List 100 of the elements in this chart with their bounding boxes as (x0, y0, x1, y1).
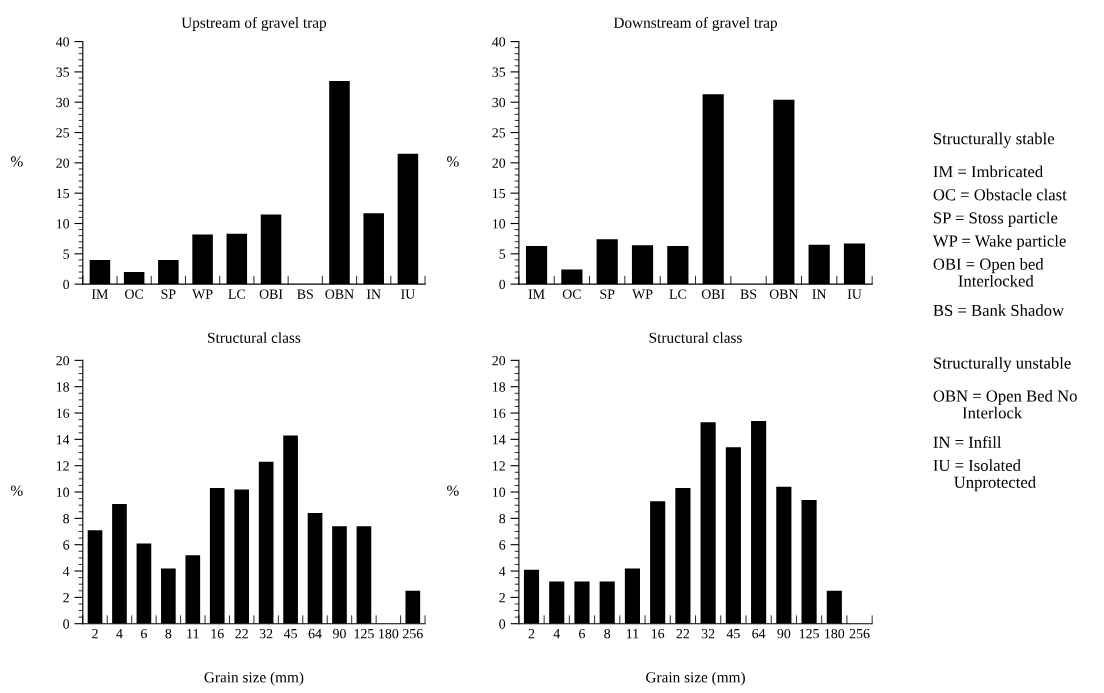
y-axis-title: % (10, 485, 23, 496)
text: OBN = Open Bed No Interlock (933, 389, 1077, 419)
y-tick-label: 25 (56, 128, 70, 138)
y-tick-label: 10 (493, 219, 506, 229)
y-tick-label: 10 (56, 219, 70, 229)
x-tick-label: 11 (626, 629, 639, 639)
x-tick-label: 2 (92, 629, 98, 639)
y-tick-label: 15 (493, 188, 506, 199)
x-tick-label: 8 (604, 628, 611, 639)
x-tick-label: LC (228, 289, 245, 299)
y-tick-label: 2 (499, 592, 505, 603)
y-tick-label: 6 (63, 540, 70, 550)
y-tick-label: 12 (56, 461, 69, 471)
x-tick-label: 6 (141, 629, 147, 639)
y-tick-label: 35 (492, 67, 506, 77)
text: IM = Imbricated (933, 165, 1043, 178)
x-tick-label: OBI (259, 289, 283, 299)
x-tick-label: 125 (354, 629, 374, 639)
y-tick-label: 20 (56, 355, 70, 366)
x-tick-label: 16 (651, 629, 665, 639)
x-tick-label: 8 (165, 628, 172, 639)
x-tick-label: 256 (849, 629, 870, 639)
y-tick-label: 18 (56, 382, 70, 392)
x-tick-label: 180 (379, 628, 399, 639)
text: OBI = Open bed Interlocked (933, 258, 1044, 287)
y-tick-label: 14 (56, 435, 70, 445)
x-tick-label: 2 (528, 629, 535, 639)
y-tick-label: 6 (499, 540, 506, 550)
x-tick-label: IN (812, 289, 827, 299)
x-tick-label: IN (366, 289, 381, 299)
x-tick-label: 64 (752, 629, 766, 639)
y-tick-label: 16 (56, 408, 70, 418)
x-tick-label: 22 (676, 629, 690, 639)
y-tick-label: 25 (492, 128, 506, 138)
x-axis-title: Grain size (mm) (646, 671, 745, 686)
y-tick-label: 16 (493, 408, 506, 418)
x-tick-label: OBI (701, 289, 725, 299)
y-tick-label: 20 (492, 158, 506, 168)
text: WP = Wake particle (932, 234, 1066, 251)
text: SP = Stoss particle (933, 211, 1058, 227)
y-tick-label: 30 (56, 97, 70, 108)
x-tick-label: IM (91, 289, 108, 299)
y-axis-title: % (10, 156, 23, 167)
y-tick-label: 0 (63, 619, 70, 629)
x-tick-label: OC (562, 289, 581, 299)
y-tick-label: 14 (493, 435, 506, 445)
x-tick-label: WP (632, 289, 653, 299)
x-tick-label: BS (297, 289, 313, 299)
y-tick-label: 40 (492, 37, 506, 47)
y-tick-label: 10 (56, 487, 70, 497)
x-tick-label: LC (669, 289, 686, 299)
x-tick-label: 4 (553, 629, 560, 639)
y-axis-title: % (447, 156, 459, 167)
x-tick-label: IU (847, 289, 862, 299)
x-tick-label: 16 (211, 629, 224, 639)
x-tick-label: BS (740, 289, 757, 299)
y-tick-label: 20 (56, 158, 70, 168)
x-tick-label: 45 (726, 629, 740, 639)
y-tick-label: 35 (56, 67, 70, 77)
chart-title: Upstream of gravel trap (181, 16, 327, 31)
x-tick-label: 45 (283, 629, 297, 639)
y-tick-label: 8 (499, 513, 506, 524)
x-tick-label: OBN (769, 289, 799, 299)
text: BS = Bank Shadow (933, 304, 1064, 317)
x-tick-label: IM (528, 289, 545, 299)
y-tick-label: 12 (493, 461, 505, 471)
x-tick-label: 6 (579, 629, 586, 639)
x-tick-label: SP (600, 289, 615, 299)
x-tick-label: 90 (332, 628, 346, 639)
x-tick-label: 64 (308, 629, 322, 639)
y-tick-label: 15 (56, 188, 70, 199)
x-tick-label: IU (401, 289, 415, 299)
y-tick-label: 0 (499, 279, 506, 290)
y-axis-title: % (447, 485, 459, 496)
x-tick-label: SP (161, 289, 176, 299)
x-tick-label: 4 (116, 629, 123, 639)
text: OC = Obstacle clast (933, 188, 1067, 201)
x-tick-label: OC (125, 289, 144, 299)
y-tick-label: 10 (493, 487, 506, 497)
x-axis-title: Structural class (649, 332, 742, 343)
y-tick-label: 5 (63, 249, 70, 259)
y-tick-label: 30 (492, 97, 506, 108)
y-tick-label: 0 (63, 279, 70, 290)
x-tick-label: 256 (403, 629, 423, 639)
x-tick-label: 32 (259, 629, 273, 639)
text: Structurally stable (933, 132, 1055, 148)
y-tick-label: 4 (499, 566, 506, 576)
y-tick-label: 8 (63, 513, 70, 524)
x-tick-label: 90 (777, 628, 791, 639)
y-tick-label: 18 (493, 382, 506, 392)
y-tick-label: 40 (55, 37, 70, 47)
text: IN = Infill (933, 435, 1002, 448)
chart-title: Downstream of gravel trap (613, 16, 778, 31)
text: Structurally unstable (933, 356, 1071, 373)
x-tick-label: 125 (799, 629, 819, 639)
x-tick-label: OBN (325, 289, 354, 299)
y-tick-label: 0 (499, 619, 506, 629)
x-tick-label: 22 (235, 629, 248, 639)
y-tick-label: 5 (499, 249, 506, 259)
text: IU = Isolated Unprotected (933, 459, 1036, 492)
